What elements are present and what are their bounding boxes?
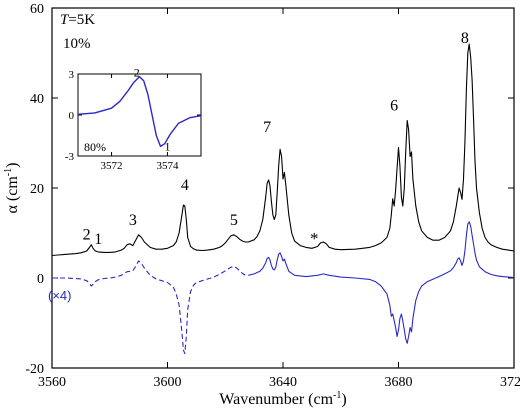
plot-frame [51,7,515,369]
inset-chart: 80% 3572 3574 -3 0 3 2 1 [65,66,202,172]
inset-background [78,74,201,156]
x-tick-label: 3680 [385,375,413,390]
inset-concentration-label: 80% [84,140,106,154]
series-line-2 [248,221,515,344]
peak-label: 2 [134,66,140,80]
peak-label: 7 [263,119,271,136]
scale-factor-label: (×4) [48,288,71,303]
series-line-3 [52,260,249,355]
y-tick-label: 0 [69,110,75,122]
peak-label: 1 [164,140,170,154]
y-tick-label: 3 [69,69,75,81]
star-marker: * [310,229,319,248]
temperature-label: T=5K [60,12,95,28]
y-tick-label: -3 [65,151,75,163]
x-tick-label: 3572 [101,160,123,172]
y-tick-label: 60 [30,2,44,17]
series-line-1 [51,43,515,257]
peak-label: 5 [230,212,238,229]
series-line-1 [77,76,202,148]
main-chart: T=5K 10% (×4) * Wavenumber (cm-1) α (cm-… [3,2,520,408]
peak-label: 6 [390,98,398,115]
x-tick-label: 3574 [156,160,179,172]
x-tick-label: 3720 [500,375,520,390]
concentration-label: 10% [63,36,91,52]
y-axis-label: α (cm-1) [3,163,21,214]
y-tick-label: 0 [37,272,44,287]
peak-label: 8 [461,30,469,47]
peak-label: 4 [181,177,189,194]
x-tick-label: 3600 [154,375,182,390]
y-tick-label: 40 [30,92,44,107]
peak-label: 1 [94,231,102,248]
peak-label: 3 [129,212,137,229]
y-tick-label: -20 [25,362,44,377]
y-tick-label: 20 [30,182,44,197]
x-tick-label: 3640 [269,375,297,390]
x-tick-label: 3560 [38,375,66,390]
x-axis-label: Wavenumber (cm-1) [219,390,346,408]
peak-label: 2 [83,226,91,243]
